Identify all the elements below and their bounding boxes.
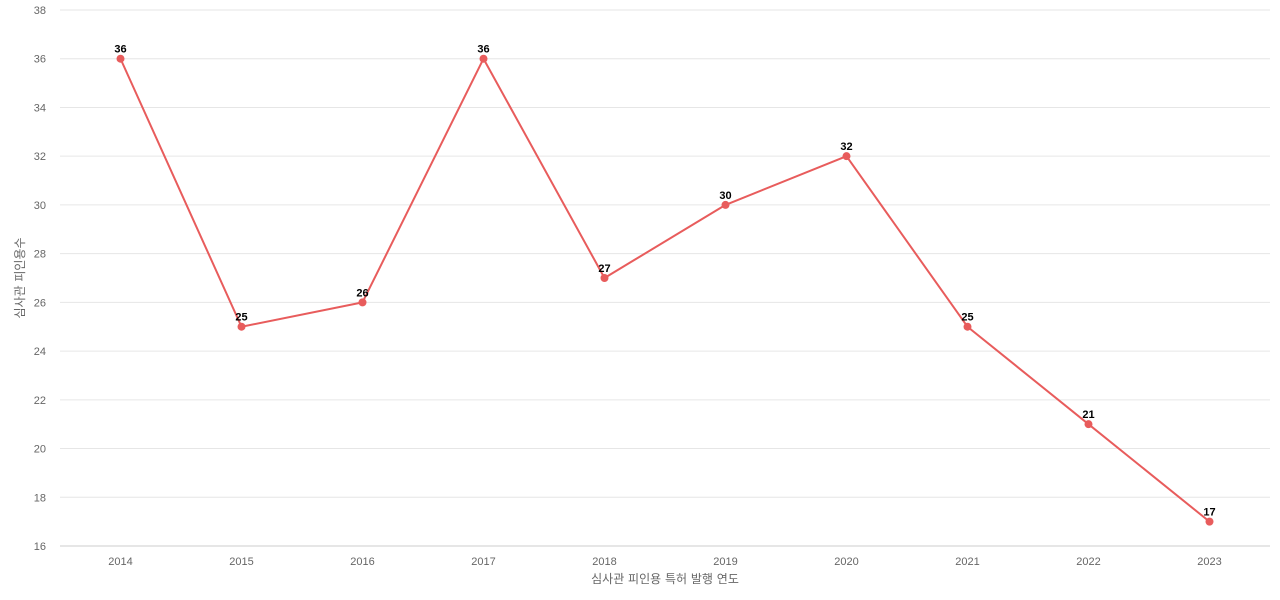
data-label: 36 [477, 44, 489, 56]
data-points [116, 54, 1214, 526]
data-point[interactable] [1205, 517, 1214, 526]
data-point[interactable] [237, 322, 246, 331]
x-tick-label: 2017 [471, 556, 495, 568]
data-point[interactable] [116, 54, 125, 63]
x-tick-label: 2016 [350, 556, 374, 568]
y-tick-label: 34 [34, 102, 46, 114]
y-tick-label: 24 [34, 346, 46, 358]
y-tick-label: 32 [34, 151, 46, 163]
data-label: 32 [840, 141, 852, 153]
data-label: 36 [114, 44, 126, 56]
data-point[interactable] [479, 54, 488, 63]
x-tick-label: 2018 [592, 556, 616, 568]
y-axis-title: 심사관 피인용수 [13, 237, 27, 318]
grid-lines [60, 9, 1270, 498]
x-tick-label: 2019 [713, 556, 737, 568]
y-tick-label: 20 [34, 444, 46, 456]
x-tick-label: 2022 [1076, 556, 1100, 568]
y-tick-label: 28 [34, 249, 46, 261]
x-axis-title: 심사관 피인용 특허 발행 연도 [591, 571, 739, 586]
data-point[interactable] [600, 274, 609, 282]
data-label: 27 [598, 263, 610, 275]
y-tick-label: 16 [34, 541, 46, 553]
data-point[interactable] [963, 322, 972, 331]
y-tick-label: 30 [34, 200, 46, 212]
data-label: 30 [719, 190, 731, 202]
data-point[interactable] [842, 152, 851, 161]
y-tick-label: 36 [34, 54, 46, 66]
data-label: 25 [961, 312, 973, 324]
x-tick-label: 2015 [229, 556, 253, 568]
y-axis-ticks: 16 18 20 22 24 26 28 30 32 34 36 38 [34, 5, 46, 553]
data-label: 21 [1082, 409, 1094, 421]
data-point[interactable] [1084, 420, 1093, 429]
x-axis-ticks: 2014 2015 2016 2017 2018 2019 2020 2021 2022 2023 [108, 556, 1221, 568]
series-line [119, 57, 1211, 523]
y-tick-label: 26 [34, 297, 46, 309]
x-tick-label: 2021 [955, 556, 979, 568]
x-tick-label: 2014 [108, 556, 132, 568]
x-tick-label: 2023 [1197, 556, 1221, 568]
y-tick-label: 38 [34, 5, 46, 17]
x-tick-label: 2020 [834, 556, 858, 568]
data-label: 25 [235, 312, 247, 324]
y-tick-label: 18 [34, 492, 46, 504]
y-tick-label: 22 [34, 395, 46, 407]
data-point[interactable] [721, 200, 730, 209]
data-labels: 36 25 26 36 27 30 32 25 21 17 [114, 44, 1215, 519]
data-label: 26 [356, 287, 368, 299]
data-label: 17 [1203, 507, 1215, 519]
data-point[interactable] [358, 298, 367, 307]
